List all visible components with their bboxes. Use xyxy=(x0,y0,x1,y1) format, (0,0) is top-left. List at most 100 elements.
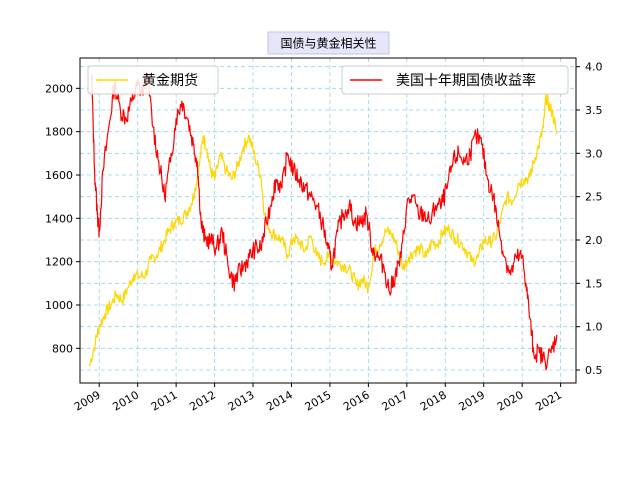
data-point xyxy=(321,261,323,263)
data-point xyxy=(271,196,273,198)
data-point xyxy=(287,152,289,154)
x-tick-label: 2021 xyxy=(533,388,564,413)
data-point xyxy=(481,144,483,146)
data-point xyxy=(483,239,485,241)
data-point xyxy=(127,287,129,289)
data-point xyxy=(406,204,408,206)
data-point xyxy=(523,178,525,180)
data-point xyxy=(379,243,381,245)
data-point xyxy=(492,196,494,198)
data-point xyxy=(138,276,141,278)
data-point xyxy=(94,341,96,343)
data-point xyxy=(108,126,110,128)
data-point xyxy=(360,222,362,224)
data-point xyxy=(275,178,277,180)
data-point xyxy=(504,256,506,258)
data-point xyxy=(550,352,552,354)
x-tick-label: 2010 xyxy=(110,388,141,413)
right-tick-label: 0.5 xyxy=(585,364,603,377)
left-tick-label: 1800 xyxy=(45,126,73,139)
x-tick-label: 2011 xyxy=(149,388,180,413)
data-point xyxy=(506,196,508,198)
data-point xyxy=(544,360,546,362)
data-point xyxy=(204,239,206,241)
data-point xyxy=(362,278,364,280)
data-point xyxy=(521,256,523,258)
left-tick-label: 1000 xyxy=(45,299,73,312)
data-point xyxy=(525,282,527,284)
data-point xyxy=(411,196,414,198)
x-tick-label: 2013 xyxy=(226,388,257,413)
data-point xyxy=(510,274,512,276)
data-point xyxy=(304,187,306,189)
x-axis: 2009 2010 2011 2012 2013 2014 2015 2016 2017 2018… xyxy=(72,383,564,414)
data-point xyxy=(221,230,223,232)
data-point xyxy=(225,170,227,172)
data-point xyxy=(310,235,312,237)
x-tick-label: 2020 xyxy=(495,388,526,413)
data-point xyxy=(423,213,425,215)
data-point xyxy=(98,326,100,328)
gold-futures-series xyxy=(89,93,558,367)
x-tick-label: 2016 xyxy=(341,388,372,413)
data-point xyxy=(287,254,289,256)
right-axis: 0.5 1.0 1.5 2.0 2.5 3.0 3.5 4.0 xyxy=(576,61,603,377)
data-point xyxy=(463,161,466,163)
left-tick-label: 800 xyxy=(52,342,73,355)
data-point xyxy=(327,248,329,250)
data-point xyxy=(477,256,479,258)
data-point xyxy=(260,248,262,250)
data-point xyxy=(321,222,323,224)
data-point xyxy=(89,365,91,367)
left-tick-label: 1200 xyxy=(45,256,73,269)
data-point xyxy=(275,235,277,237)
data-point xyxy=(162,243,164,245)
data-point xyxy=(213,178,216,180)
data-point xyxy=(442,230,444,232)
chart-title: 国债与黄金相关性 xyxy=(267,31,390,55)
data-point xyxy=(131,100,133,102)
data-point xyxy=(498,230,500,232)
x-tick-label: 2019 xyxy=(456,388,487,413)
data-point xyxy=(215,248,218,250)
x-tick-label: 2018 xyxy=(418,388,449,413)
data-point xyxy=(545,96,547,98)
data-point xyxy=(337,230,339,232)
data-point xyxy=(413,250,416,252)
data-point xyxy=(181,100,183,102)
data-point xyxy=(254,248,256,250)
data-point xyxy=(515,256,518,258)
data-point xyxy=(435,204,437,206)
legend-gold-box xyxy=(87,65,219,95)
legend-yield-box xyxy=(341,65,569,95)
data-point xyxy=(119,109,121,111)
data-point xyxy=(556,133,558,135)
data-point xyxy=(167,230,170,232)
data-point xyxy=(94,170,96,172)
data-point xyxy=(552,113,554,115)
data-point xyxy=(417,213,419,215)
legend-gold: 黄金期货 xyxy=(87,65,219,95)
data-point xyxy=(533,161,535,163)
data-point xyxy=(458,152,460,154)
data-point xyxy=(156,254,158,256)
data-point xyxy=(219,154,221,157)
data-point xyxy=(394,274,396,276)
x-tick-label: 2015 xyxy=(303,388,334,413)
legend-yield: 美国十年期国债收益率 xyxy=(341,65,569,95)
data-point xyxy=(144,274,146,276)
title-text: 国债与黄金相关性 xyxy=(280,36,376,51)
data-point xyxy=(338,263,341,265)
x-tick-label: 2017 xyxy=(380,388,411,413)
data-point xyxy=(454,237,456,239)
data-point xyxy=(292,170,294,172)
left-tick-label: 1400 xyxy=(45,212,73,225)
data-point xyxy=(315,254,318,256)
data-point xyxy=(440,204,443,206)
data-point xyxy=(281,239,283,241)
data-point xyxy=(517,183,519,185)
data-point xyxy=(390,232,393,235)
data-point xyxy=(388,291,391,293)
data-point xyxy=(419,248,421,250)
